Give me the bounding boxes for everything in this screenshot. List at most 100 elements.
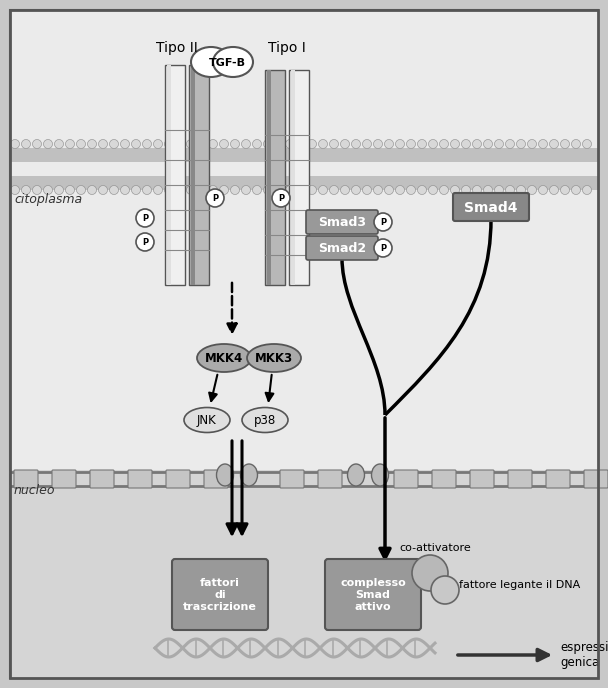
Circle shape <box>120 186 130 195</box>
FancyBboxPatch shape <box>280 470 304 488</box>
Circle shape <box>528 186 536 195</box>
Circle shape <box>494 140 503 149</box>
Text: P: P <box>380 218 386 227</box>
Circle shape <box>395 140 404 149</box>
FancyBboxPatch shape <box>508 470 532 488</box>
Circle shape <box>297 186 305 195</box>
Circle shape <box>88 186 97 195</box>
Circle shape <box>297 140 305 149</box>
Circle shape <box>153 186 162 195</box>
Circle shape <box>263 186 272 195</box>
Circle shape <box>131 186 140 195</box>
Circle shape <box>319 140 328 149</box>
FancyBboxPatch shape <box>306 210 378 234</box>
Text: P: P <box>278 194 284 203</box>
Ellipse shape <box>216 464 233 486</box>
Circle shape <box>55 140 63 149</box>
FancyBboxPatch shape <box>394 470 418 488</box>
Circle shape <box>230 140 240 149</box>
Text: JNK: JNK <box>197 414 217 427</box>
Bar <box>291 70 295 285</box>
Ellipse shape <box>371 464 389 486</box>
Circle shape <box>66 140 75 149</box>
Text: Tipo II: Tipo II <box>156 41 198 55</box>
Circle shape <box>373 140 382 149</box>
Text: espressione
genica: espressione genica <box>560 641 608 669</box>
Circle shape <box>206 189 224 207</box>
Circle shape <box>176 140 184 149</box>
Circle shape <box>241 140 250 149</box>
Circle shape <box>494 186 503 195</box>
Circle shape <box>308 186 317 195</box>
Circle shape <box>286 140 294 149</box>
Circle shape <box>136 233 154 251</box>
Circle shape <box>429 140 438 149</box>
Circle shape <box>539 140 547 149</box>
Text: TGF-B: TGF-B <box>209 58 246 68</box>
Circle shape <box>10 186 19 195</box>
Circle shape <box>374 239 392 257</box>
Circle shape <box>21 186 30 195</box>
FancyBboxPatch shape <box>166 470 190 488</box>
Text: citoplasma: citoplasma <box>14 193 82 206</box>
Circle shape <box>209 140 218 149</box>
Circle shape <box>412 555 448 591</box>
Circle shape <box>550 186 559 195</box>
Circle shape <box>384 186 393 195</box>
Circle shape <box>198 140 207 149</box>
FancyBboxPatch shape <box>546 470 570 488</box>
FancyBboxPatch shape <box>470 470 494 488</box>
Circle shape <box>55 186 63 195</box>
Circle shape <box>230 186 240 195</box>
FancyBboxPatch shape <box>128 470 152 488</box>
Circle shape <box>340 140 350 149</box>
Circle shape <box>21 140 30 149</box>
Text: MKK4: MKK4 <box>205 352 243 365</box>
Bar <box>191 65 195 285</box>
Ellipse shape <box>241 464 258 486</box>
Circle shape <box>252 140 261 149</box>
Circle shape <box>505 140 514 149</box>
Bar <box>10 176 598 190</box>
Circle shape <box>10 140 19 149</box>
Circle shape <box>274 140 283 149</box>
Bar <box>189 65 209 285</box>
Circle shape <box>582 186 592 195</box>
Circle shape <box>142 140 151 149</box>
Circle shape <box>461 186 471 195</box>
FancyBboxPatch shape <box>52 470 76 488</box>
Circle shape <box>198 186 207 195</box>
Bar <box>10 10 598 470</box>
Circle shape <box>120 140 130 149</box>
FancyBboxPatch shape <box>306 236 378 260</box>
Bar <box>265 70 285 285</box>
Circle shape <box>187 140 196 149</box>
Circle shape <box>272 189 290 207</box>
Text: Smad3: Smad3 <box>318 216 366 229</box>
Circle shape <box>374 213 392 231</box>
Circle shape <box>142 186 151 195</box>
FancyBboxPatch shape <box>432 470 456 488</box>
Ellipse shape <box>197 344 251 372</box>
Ellipse shape <box>213 47 253 77</box>
Circle shape <box>77 186 86 195</box>
Bar <box>289 70 309 285</box>
Circle shape <box>407 186 415 195</box>
Circle shape <box>351 186 361 195</box>
Text: P: P <box>142 238 148 247</box>
Text: P: P <box>380 244 386 253</box>
FancyBboxPatch shape <box>172 559 268 630</box>
Circle shape <box>418 186 426 195</box>
Circle shape <box>274 186 283 195</box>
Text: Smad2: Smad2 <box>318 242 366 255</box>
Circle shape <box>451 186 460 195</box>
Bar <box>10 470 598 678</box>
Circle shape <box>395 186 404 195</box>
Circle shape <box>44 186 52 195</box>
Text: fattore legante il DNA: fattore legante il DNA <box>460 580 581 590</box>
Circle shape <box>319 186 328 195</box>
Circle shape <box>44 140 52 149</box>
Bar <box>10 148 598 162</box>
Circle shape <box>572 186 581 195</box>
Bar <box>167 65 171 285</box>
